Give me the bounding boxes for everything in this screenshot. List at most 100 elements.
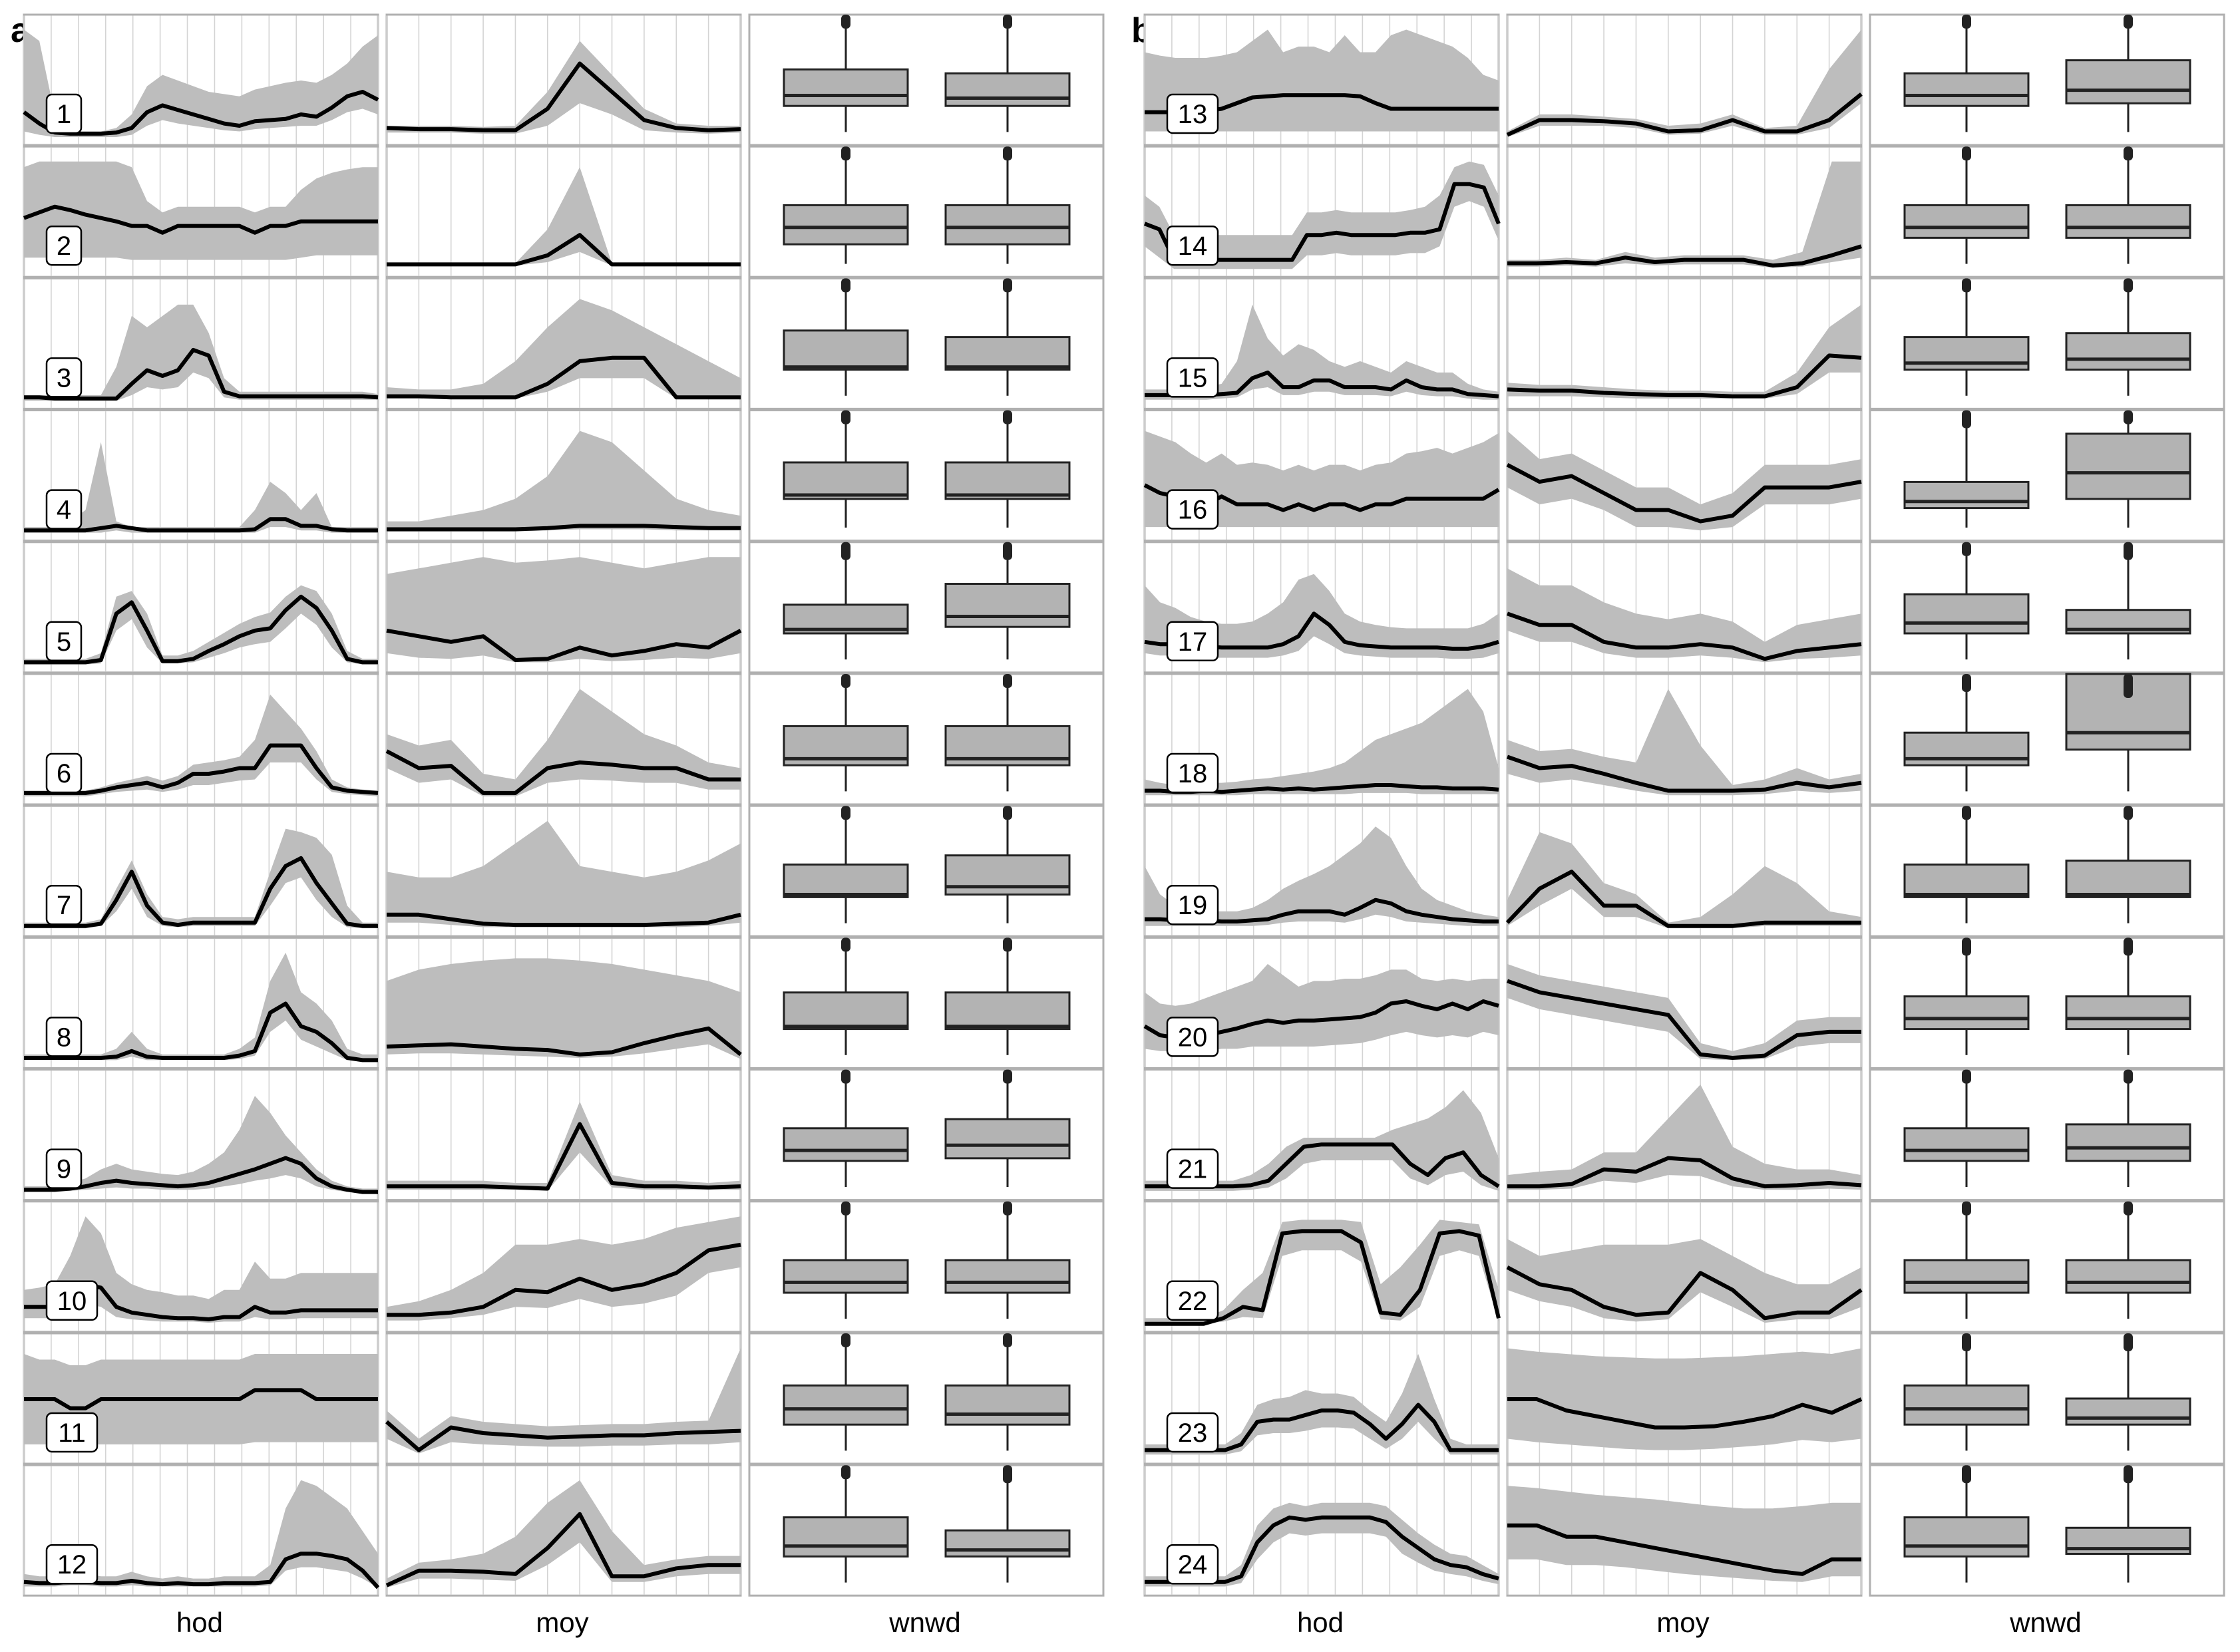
cluster-label-box-11 [45, 1412, 98, 1453]
box-1-8 [783, 991, 909, 1031]
box-1-14 [1903, 204, 2030, 239]
ribbon-hod-12 [24, 1480, 378, 1588]
box-2-19 [2065, 860, 2191, 898]
axis-title-hod-a: hod [176, 1607, 224, 1638]
outlier-cluster [1962, 1465, 1971, 1484]
box-1-13 [1903, 72, 2030, 107]
ribbon-hod-19 [1145, 826, 1499, 926]
ribbon-moy-21 [1507, 1084, 1861, 1190]
box-2-12 [944, 1529, 1071, 1558]
mean-line-moy-16 [1506, 462, 1862, 524]
cluster-label-box-15 [1166, 357, 1219, 398]
cluster-label-16: 16 [1178, 496, 1208, 525]
box-1-1 [783, 68, 909, 107]
mean-line-hod-8 [24, 1001, 378, 1063]
cluster-label-box-10 [45, 1280, 98, 1321]
panel-wnwd-16 [1869, 409, 2225, 542]
ribbon-hod-10 [24, 1216, 378, 1323]
mean-line-hod-6 [24, 743, 379, 795]
cluster-label-box-6 [45, 752, 83, 794]
mean-line-hod-5 [24, 594, 378, 665]
cluster-label-box-9 [45, 1148, 83, 1189]
ribbon-moy-9 [387, 1101, 741, 1191]
ribbon-moy-8 [387, 958, 741, 1059]
outlier-cluster [841, 806, 850, 820]
cluster-label-box-14 [1166, 225, 1219, 266]
box-1-11 [783, 1384, 909, 1426]
box-2-5 [944, 583, 1071, 628]
mean-line-moy-13 [1506, 92, 1863, 137]
mean-line-moy-11 [385, 1420, 741, 1452]
outlier-cluster [841, 146, 850, 161]
outlier-cluster [2124, 1201, 2133, 1216]
mean-line-hod-3 [24, 347, 379, 401]
outlier-cluster [2124, 146, 2133, 161]
axis-title-moy-a: moy [536, 1607, 589, 1638]
mean-line-moy-2 [387, 233, 741, 267]
mean-line-moy-23 [1507, 1397, 1863, 1430]
box-2-9 [944, 1118, 1071, 1160]
outlier-cluster [841, 410, 850, 424]
outlier-cluster [1962, 674, 1971, 692]
cluster-label-24: 24 [1178, 1550, 1208, 1579]
cluster-label-box-4 [45, 489, 83, 530]
box-2-23 [2065, 1397, 2191, 1426]
outlier-cluster [2124, 806, 2133, 820]
ribbon-hod-15 [1145, 304, 1499, 400]
ribbon-hod-22 [1145, 1220, 1499, 1324]
outlier-cluster [1962, 278, 1971, 293]
mean-line-moy-3 [387, 355, 741, 400]
outlier-cluster [841, 1333, 850, 1347]
box-2-2 [944, 204, 1071, 246]
mean-line-moy-19 [1505, 870, 1861, 928]
mean-line-hod-9 [24, 1156, 378, 1194]
ribbon-moy-13 [1507, 29, 1861, 137]
ribbon-hod-9 [24, 1096, 378, 1192]
cluster-label-11: 11 [58, 1418, 86, 1448]
box-1-17 [1903, 593, 2030, 635]
ribbon-hod-14 [1145, 161, 1499, 269]
cluster-label-box-17 [1166, 621, 1219, 662]
outlier-cluster [2124, 674, 2133, 698]
cluster-label-21: 21 [1178, 1155, 1208, 1184]
cluster-label-18: 18 [1178, 759, 1208, 788]
cluster-label-7: 7 [57, 891, 71, 920]
box-2-22 [2065, 1259, 2191, 1294]
cluster-label-15: 15 [1178, 363, 1208, 393]
outlier-cluster [1962, 806, 1971, 820]
axis-title-moy-b: moy [1656, 1607, 1710, 1638]
ribbon-moy-20 [1507, 963, 1861, 1061]
cluster-label-box-5 [45, 621, 83, 662]
box-1-2 [783, 204, 909, 246]
outlier-cluster [1962, 937, 1971, 956]
panel-moy-9 [385, 1069, 742, 1202]
mean-line-moy-4 [387, 524, 741, 532]
cluster-label-box-19 [1166, 884, 1219, 925]
box-2-16 [2065, 432, 2191, 500]
outlier-cluster [2124, 278, 2133, 293]
outlier-cluster [1003, 278, 1012, 293]
mean-line-moy-22 [1506, 1265, 1863, 1321]
mean-line-hod-1 [23, 90, 379, 136]
box-1-23 [1903, 1384, 2030, 1426]
box-2-10 [944, 1259, 1071, 1294]
box-2-3 [944, 336, 1071, 371]
box-2-4 [944, 461, 1071, 500]
ribbon-hod-8 [24, 952, 378, 1061]
outlier-cluster [1003, 1465, 1012, 1484]
outlier-cluster [1962, 1333, 1971, 1351]
outlier-cluster [841, 674, 850, 688]
cluster-label-10: 10 [57, 1287, 87, 1316]
box-1-10 [783, 1259, 909, 1294]
box-1-24 [1903, 1516, 2030, 1558]
mean-line-moy-15 [1507, 353, 1862, 399]
box-1-20 [1903, 995, 2030, 1031]
outlier-cluster [841, 278, 850, 293]
mean-line-hod-11 [24, 1388, 378, 1410]
mean-line-moy-8 [386, 1026, 742, 1057]
outlier-cluster [1003, 15, 1012, 29]
cluster-label-5: 5 [57, 627, 71, 657]
box-2-11 [944, 1384, 1071, 1426]
